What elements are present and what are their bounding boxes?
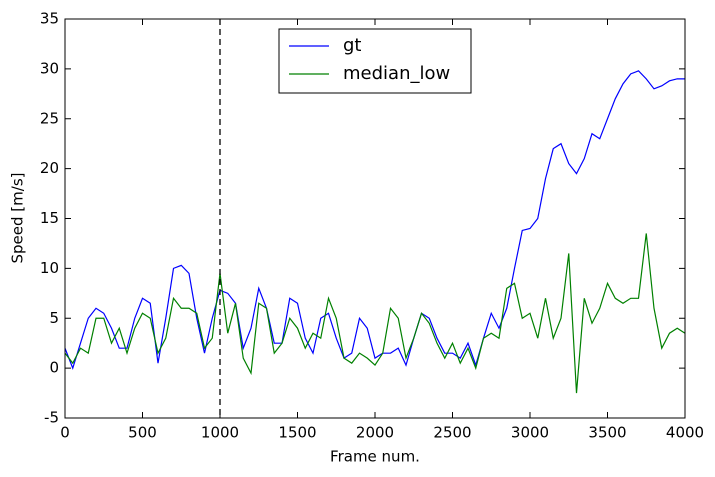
x-axis-label: Frame num.: [330, 448, 420, 466]
legend-box: [278, 28, 472, 94]
x-tick-label: 1000: [201, 424, 239, 442]
x-tick-label: 2500: [433, 424, 471, 442]
y-tick-label: 10: [40, 259, 59, 277]
plot-frame: [64, 18, 686, 419]
legend-label: median_low: [343, 63, 450, 84]
y-tick-label: 5: [49, 309, 59, 327]
y-axis-label: Speed [m/s]: [9, 173, 27, 264]
legend-label: gt: [343, 35, 361, 56]
x-tick-label: 500: [128, 424, 157, 442]
x-tick-label: 4000: [666, 424, 704, 442]
x-tick-label: 3000: [511, 424, 549, 442]
y-tick-label: -5: [44, 409, 59, 427]
y-tick-label: 30: [40, 59, 59, 77]
x-tick-label: 1500: [278, 424, 316, 442]
x-tick-label: 2000: [356, 424, 394, 442]
y-tick-label: 20: [40, 159, 59, 177]
series-line: [64, 233, 686, 394]
x-tick-label: 3500: [588, 424, 626, 442]
series-line: [64, 70, 685, 370]
y-tick-label: 0: [49, 359, 59, 377]
y-tick-label: 25: [40, 109, 59, 127]
x-tick-label: 0: [60, 424, 70, 442]
y-tick-label: 15: [40, 209, 59, 227]
y-tick-label: 35: [40, 10, 59, 28]
